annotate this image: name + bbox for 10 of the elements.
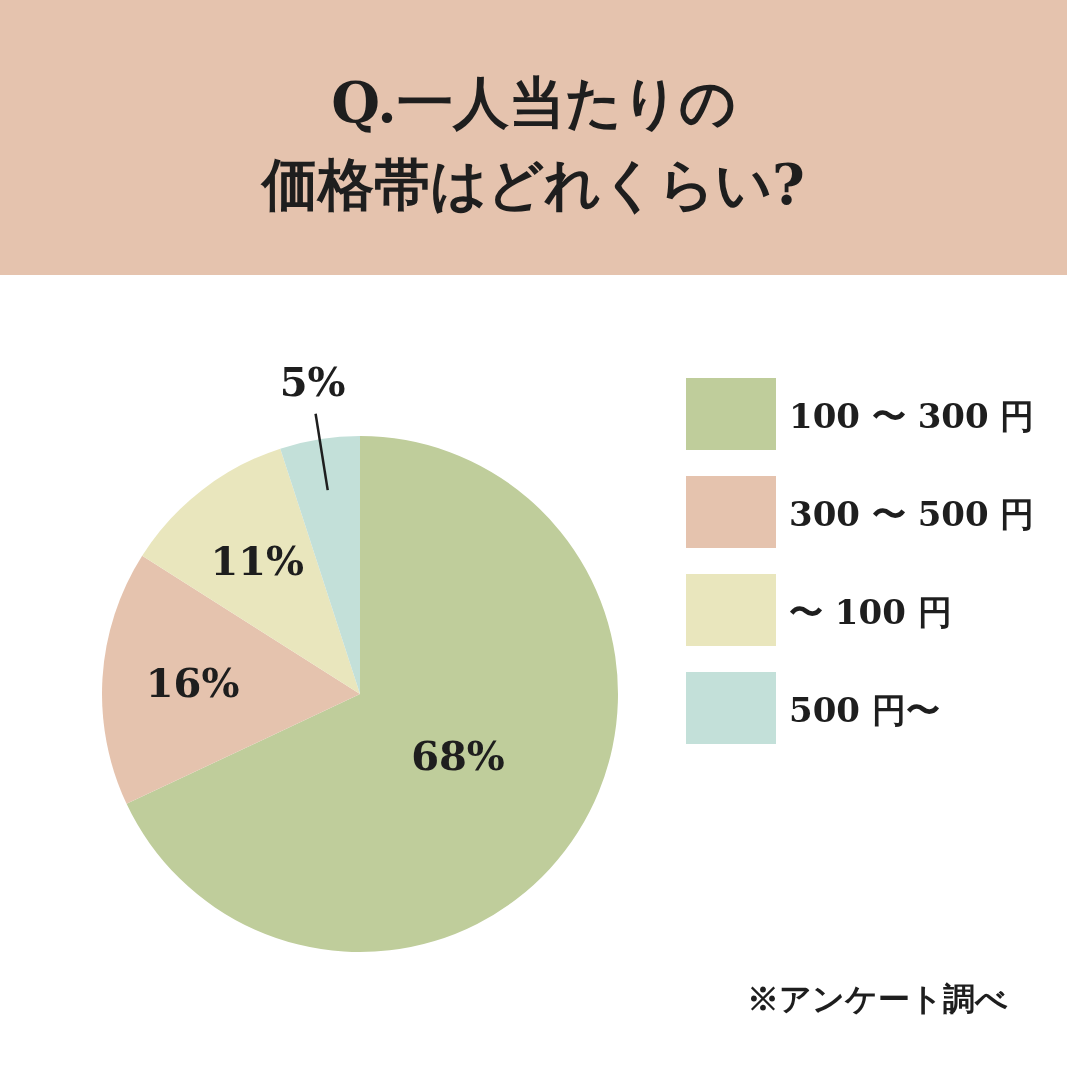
title: Q.一人当たりの 価格帯はどれくらい? [262,69,805,217]
data-label: 68% [411,732,505,780]
annotation: ※アンケート調べ [747,980,1008,1018]
data-label: 11% [210,537,305,585]
legend-label: 100 〜 300 円 [789,396,1035,436]
data-label: 16% [145,659,240,707]
legend-label: 300 〜 500 円 [789,494,1035,534]
legend-label: 500 円〜 [789,690,940,730]
data-label: 5% [279,357,346,405]
legend-label: 〜 100 円 [789,592,952,632]
